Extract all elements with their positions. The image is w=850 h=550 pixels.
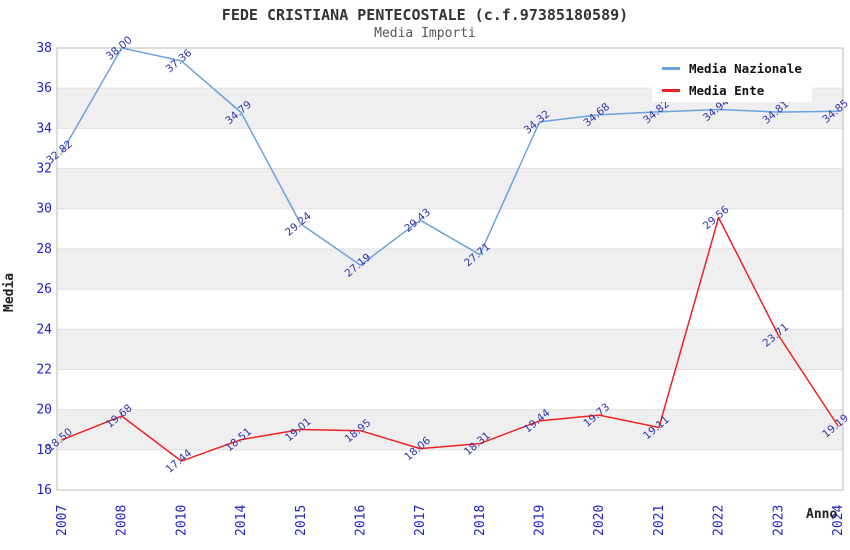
legend-swatch-red-line-icon <box>662 89 680 92</box>
series-line-media-ente <box>61 216 839 462</box>
plot-band <box>57 409 843 450</box>
chart-title: FEDE CRISTIANA PENTECOSTALE (c.f.9738518… <box>221 6 629 24</box>
y-tick-label: 38 <box>36 41 52 56</box>
plot-band <box>57 329 843 370</box>
x-tick-label: 2021 <box>652 505 667 536</box>
x-tick-label: 2024 <box>831 505 846 536</box>
plot-band <box>57 248 843 290</box>
y-tick-label: 32 <box>36 162 52 177</box>
y-tick-label: 22 <box>36 362 52 377</box>
x-tick-label: 2010 <box>174 505 189 536</box>
x-tick-label: 2017 <box>413 505 428 536</box>
y-axis-title: Media <box>2 272 17 312</box>
x-tick-label: 2014 <box>234 505 249 536</box>
legend-swatch-blue-line-icon <box>662 67 680 70</box>
x-tick-label: 2008 <box>115 505 130 536</box>
y-tick-label: 26 <box>36 282 52 297</box>
plot-border <box>56 47 844 491</box>
y-tick-label: 36 <box>36 81 52 96</box>
legend-item-media-nazionale: Media Nazionale <box>662 61 812 76</box>
x-axis-title: Anno <box>806 507 838 522</box>
x-tick-label: 2018 <box>473 505 488 536</box>
y-tick-label: 30 <box>36 202 52 217</box>
legend-label: Media Ente <box>689 83 765 98</box>
y-tick-label: 18 <box>36 443 52 458</box>
plot-band <box>57 128 843 169</box>
x-tick-label: 2022 <box>712 505 727 536</box>
x-tick-label: 2023 <box>771 505 786 536</box>
y-tick-label: 16 <box>36 483 52 498</box>
chart-subtitle: Media Importi <box>374 26 476 41</box>
x-tick-label: 2020 <box>592 505 607 536</box>
plot-band <box>57 369 843 410</box>
plot-band <box>57 168 843 209</box>
legend-item-media-ente: Media Ente <box>662 83 812 98</box>
x-tick-label: 2015 <box>294 505 309 536</box>
plot-band <box>57 289 843 330</box>
series-line-media-nazionale <box>61 47 839 266</box>
x-tick-label: 2019 <box>533 505 548 536</box>
y-tick-label: 34 <box>36 121 52 136</box>
plot-band <box>57 449 843 490</box>
x-tick-label: 2007 <box>55 505 70 536</box>
y-tick-label: 20 <box>36 403 52 418</box>
y-tick-label: 28 <box>36 242 52 257</box>
x-tick-label: 2016 <box>353 505 368 536</box>
y-tick-label: 24 <box>36 322 52 337</box>
legend: Media Nazionale Media Ente <box>652 57 812 102</box>
legend-label: Media Nazionale <box>689 61 802 76</box>
